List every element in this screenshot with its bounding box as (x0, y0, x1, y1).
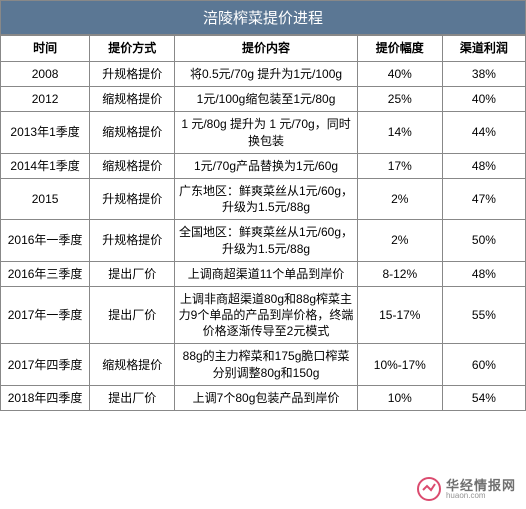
watermark: 华经情报网 huaon.com (417, 477, 516, 501)
cell-content: 上调7个80g包装产品到岸价 (175, 385, 357, 410)
cell-profit: 54% (442, 385, 525, 410)
col-header-content: 提价内容 (175, 36, 357, 62)
price-history-table: 时间 提价方式 提价内容 提价幅度 渠道利润 2008升规格提价将0.5元/70… (0, 35, 526, 411)
cell-content: 上调商超渠道11个单品到岸价 (175, 261, 357, 286)
cell-content: 1 元/80g 提升为 1 元/70g，同时换包装 (175, 112, 357, 153)
cell-range: 17% (357, 153, 442, 178)
cell-content: 1元/70g产品替换为1元/60g (175, 153, 357, 178)
cell-time: 2012 (1, 87, 90, 112)
cell-method: 缩规格提价 (90, 112, 175, 153)
cell-method: 升规格提价 (90, 178, 175, 219)
cell-time: 2017年一季度 (1, 286, 90, 344)
table-row: 2008升规格提价将0.5元/70g 提升为1元/100g40%38% (1, 62, 526, 87)
cell-time: 2008 (1, 62, 90, 87)
cell-profit: 47% (442, 178, 525, 219)
table-row: 2016年一季度升规格提价全国地区：鲜爽菜丝从1元/60g，升级为1.5元/88… (1, 220, 526, 261)
cell-profit: 48% (442, 153, 525, 178)
cell-content: 将0.5元/70g 提升为1元/100g (175, 62, 357, 87)
cell-time: 2016年三季度 (1, 261, 90, 286)
cell-profit: 50% (442, 220, 525, 261)
cell-range: 8-12% (357, 261, 442, 286)
cell-method: 提出厂价 (90, 385, 175, 410)
col-header-time: 时间 (1, 36, 90, 62)
cell-range: 2% (357, 220, 442, 261)
cell-method: 缩规格提价 (90, 153, 175, 178)
cell-time: 2016年一季度 (1, 220, 90, 261)
cell-content: 88g的主力榨菜和175g脆口榨菜分别调整80g和150g (175, 344, 357, 385)
cell-range: 15-17% (357, 286, 442, 344)
table-row: 2017年一季度提出厂价上调非商超渠道80g和88g榨菜主力9个单品的产品到岸价… (1, 286, 526, 344)
cell-time: 2014年1季度 (1, 153, 90, 178)
cell-method: 升规格提价 (90, 220, 175, 261)
col-header-method: 提价方式 (90, 36, 175, 62)
cell-method: 提出厂价 (90, 286, 175, 344)
table-row: 2012缩规格提价1元/100g缩包装至1元/80g25%40% (1, 87, 526, 112)
cell-profit: 55% (442, 286, 525, 344)
table-row: 2018年四季度提出厂价上调7个80g包装产品到岸价10%54% (1, 385, 526, 410)
table-row: 2015升规格提价广东地区：鲜爽菜丝从1元/60g，升级为1.5元/88g2%4… (1, 178, 526, 219)
cell-range: 10% (357, 385, 442, 410)
cell-range: 14% (357, 112, 442, 153)
cell-range: 10%-17% (357, 344, 442, 385)
table-row: 2017年四季度缩规格提价88g的主力榨菜和175g脆口榨菜分别调整80g和15… (1, 344, 526, 385)
table-title: 涪陵榨菜提价进程 (0, 0, 526, 35)
col-header-range: 提价幅度 (357, 36, 442, 62)
col-header-profit: 渠道利润 (442, 36, 525, 62)
cell-content: 广东地区：鲜爽菜丝从1元/60g，升级为1.5元/88g (175, 178, 357, 219)
watermark-text-cn: 华经情报网 (446, 479, 516, 492)
cell-time: 2015 (1, 178, 90, 219)
cell-range: 25% (357, 87, 442, 112)
watermark-icon (417, 477, 441, 501)
cell-profit: 60% (442, 344, 525, 385)
cell-method: 缩规格提价 (90, 344, 175, 385)
table-header-row: 时间 提价方式 提价内容 提价幅度 渠道利润 (1, 36, 526, 62)
cell-time: 2018年四季度 (1, 385, 90, 410)
cell-content: 1元/100g缩包装至1元/80g (175, 87, 357, 112)
table-row: 2013年1季度缩规格提价1 元/80g 提升为 1 元/70g，同时换包装14… (1, 112, 526, 153)
cell-range: 40% (357, 62, 442, 87)
watermark-text-en: huaon.com (446, 492, 516, 500)
cell-content: 全国地区：鲜爽菜丝从1元/60g，升级为1.5元/88g (175, 220, 357, 261)
cell-profit: 44% (442, 112, 525, 153)
cell-profit: 38% (442, 62, 525, 87)
cell-method: 升规格提价 (90, 62, 175, 87)
cell-content: 上调非商超渠道80g和88g榨菜主力9个单品的产品到岸价格，终端价格逐渐传导至2… (175, 286, 357, 344)
table-row: 2016年三季度提出厂价上调商超渠道11个单品到岸价8-12%48% (1, 261, 526, 286)
table-row: 2014年1季度缩规格提价1元/70g产品替换为1元/60g17%48% (1, 153, 526, 178)
cell-method: 缩规格提价 (90, 87, 175, 112)
cell-profit: 48% (442, 261, 525, 286)
cell-profit: 40% (442, 87, 525, 112)
cell-time: 2013年1季度 (1, 112, 90, 153)
cell-time: 2017年四季度 (1, 344, 90, 385)
cell-method: 提出厂价 (90, 261, 175, 286)
cell-range: 2% (357, 178, 442, 219)
